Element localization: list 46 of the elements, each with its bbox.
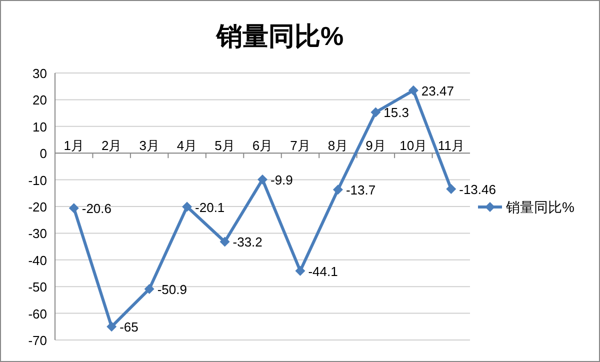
data-label: -65 (120, 320, 138, 335)
data-label: 15.3 (384, 105, 409, 120)
y-tick-label: -10 (28, 172, 47, 188)
y-tick-label: 30 (32, 66, 47, 81)
point (446, 184, 456, 194)
point (370, 107, 381, 118)
point (332, 184, 343, 195)
y-tick-label: -50 (28, 280, 47, 295)
x-tick-label: 9月 (366, 138, 386, 154)
data-label: -20.6 (82, 201, 112, 216)
y-tick-label: -40 (28, 252, 47, 268)
y-tick-label: 10 (32, 119, 47, 134)
point (182, 202, 192, 212)
y-tick-label: 0 (40, 146, 47, 162)
x-tick-label: 8月 (328, 138, 348, 154)
data-label: -20.1 (195, 200, 225, 215)
x-tick-label: 1月 (64, 138, 84, 154)
x-tick-label: 10月 (400, 138, 428, 154)
data-label: -13.7 (346, 182, 376, 198)
data-label: -9.9 (270, 172, 293, 188)
point (68, 203, 79, 214)
y-tick-label: -30 (28, 226, 47, 242)
x-tick-label: 3月 (139, 138, 160, 154)
data-label: -50.9 (157, 282, 187, 298)
x-tick-label: 11月 (438, 138, 464, 154)
y-tick-label: -20 (28, 200, 47, 214)
point (144, 284, 154, 294)
point (408, 85, 418, 96)
x-tick-label: 4月 (176, 138, 198, 154)
point (220, 236, 230, 247)
data-label: -44.1 (308, 264, 338, 279)
data-label: 23.47 (421, 83, 454, 98)
data-label: -13.46 (459, 182, 496, 198)
data-label: -33.2 (232, 234, 262, 250)
x-tick-label: 2月 (101, 138, 122, 154)
point (258, 174, 268, 185)
x-tick-label: 5月 (214, 138, 235, 154)
y-tick-label: -70 (28, 333, 47, 348)
x-tick-label: 6月 (252, 138, 273, 154)
y-tick-label: 20 (32, 92, 47, 108)
y-tick-label: -60 (28, 306, 47, 322)
x-tick-label: 7月 (290, 138, 310, 154)
legend-label: 销量同比% (505, 199, 574, 215)
point (106, 322, 117, 332)
chart-title: 销量同比% (215, 21, 344, 51)
point (295, 266, 306, 276)
